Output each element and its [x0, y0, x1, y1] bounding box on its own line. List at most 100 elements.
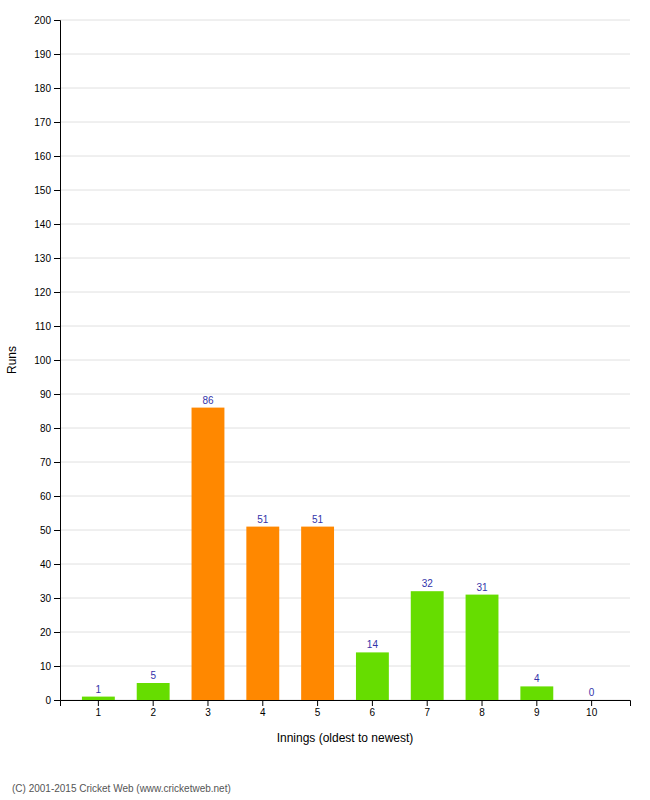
x-axis: 12345678910	[61, 700, 631, 718]
tick-mark	[317, 700, 318, 706]
tick: 5	[315, 700, 321, 718]
tick-label: 100	[34, 355, 51, 366]
tick-label: 140	[34, 219, 51, 230]
grid-line	[60, 88, 630, 89]
tick-mark	[54, 292, 60, 293]
tick-label: 9	[534, 707, 540, 718]
tick: 4	[260, 700, 266, 718]
data-label: 0	[589, 687, 595, 698]
tick-label: 180	[34, 83, 51, 94]
grid-line	[60, 394, 630, 395]
tick: 2	[150, 700, 156, 718]
tick: 10	[40, 661, 60, 672]
tick-mark	[54, 530, 60, 531]
grid-line	[60, 462, 630, 463]
tick: 30	[40, 593, 60, 604]
chart-container: 0102030405060708090100110120130140150160…	[0, 0, 650, 800]
data-label: 5	[150, 670, 156, 681]
tick-mark	[54, 428, 60, 429]
tick-mark	[54, 122, 60, 123]
tick: 200	[34, 15, 60, 26]
y-axis: 0102030405060708090100110120130140150160…	[34, 15, 60, 706]
plot: 0102030405060708090100110120130140150160…	[34, 15, 630, 718]
tick: 6	[370, 700, 376, 718]
tick-mark	[54, 462, 60, 463]
tick: 1	[96, 700, 102, 718]
tick: 130	[34, 253, 60, 264]
tick-mark	[54, 360, 60, 361]
tick-mark	[54, 88, 60, 89]
bar	[520, 686, 553, 700]
tick-mark	[54, 394, 60, 395]
grid-line	[60, 428, 630, 429]
tick-label: 5	[315, 707, 321, 718]
tick-label: 150	[34, 185, 51, 196]
tick-mark	[482, 700, 483, 706]
tick: 3	[205, 700, 211, 718]
tick: 140	[34, 219, 60, 230]
bar	[246, 527, 279, 700]
tick-label: 1	[96, 707, 102, 718]
tick-label: 120	[34, 287, 51, 298]
grid-line	[60, 122, 630, 123]
tick: 90	[40, 389, 60, 400]
bar	[137, 683, 170, 700]
tick-mark	[54, 700, 60, 701]
tick-label: 30	[40, 593, 52, 604]
tick: 120	[34, 287, 60, 298]
tick-mark	[54, 20, 60, 21]
tick: 170	[34, 117, 60, 128]
tick-mark	[54, 564, 60, 565]
tick: 150	[34, 185, 60, 196]
tick: 190	[34, 49, 60, 60]
grid-line	[60, 666, 630, 667]
grid-line	[60, 326, 630, 327]
tick-mark	[372, 700, 373, 706]
bar	[411, 591, 444, 700]
grid-line	[60, 496, 630, 497]
tick-mark	[54, 258, 60, 259]
tick-mark	[536, 700, 537, 706]
tick-label: 50	[40, 525, 52, 536]
tick: 180	[34, 83, 60, 94]
grid-line	[60, 190, 630, 191]
data-labels: 1586515114323140	[96, 395, 595, 698]
tick: 50	[40, 525, 60, 536]
tick: 80	[40, 423, 60, 434]
grid-line	[60, 564, 630, 565]
tick-label: 10	[586, 707, 598, 718]
tick: 7	[424, 700, 430, 718]
tick-mark	[54, 496, 60, 497]
tick-mark	[591, 700, 592, 706]
tick-mark	[54, 190, 60, 191]
grid	[60, 20, 630, 700]
grid-line	[60, 292, 630, 293]
tick-label: 6	[370, 707, 376, 718]
tick-label: 4	[260, 707, 266, 718]
data-label: 4	[534, 673, 540, 684]
data-label: 51	[257, 514, 269, 525]
grid-line	[60, 54, 630, 55]
tick-mark	[98, 700, 99, 706]
grid-line	[60, 258, 630, 259]
bar	[356, 652, 389, 700]
tick-label: 10	[40, 661, 52, 672]
tick: 20	[40, 627, 60, 638]
tick-mark	[427, 700, 428, 706]
axis-line	[54, 21, 61, 701]
bar	[192, 408, 225, 700]
x-axis-title: Innings (oldest to newest)	[277, 731, 414, 745]
data-label: 51	[312, 514, 324, 525]
y-axis-title: Runs	[5, 346, 19, 374]
axis-line	[61, 701, 631, 707]
tick: 0	[45, 695, 60, 706]
tick-mark	[153, 700, 154, 706]
tick-mark	[54, 666, 60, 667]
grid-line	[60, 360, 630, 361]
tick-mark	[54, 156, 60, 157]
tick: 100	[34, 355, 60, 366]
tick-label: 70	[40, 457, 52, 468]
tick: 60	[40, 491, 60, 502]
tick-label: 130	[34, 253, 51, 264]
tick-mark	[207, 700, 208, 706]
